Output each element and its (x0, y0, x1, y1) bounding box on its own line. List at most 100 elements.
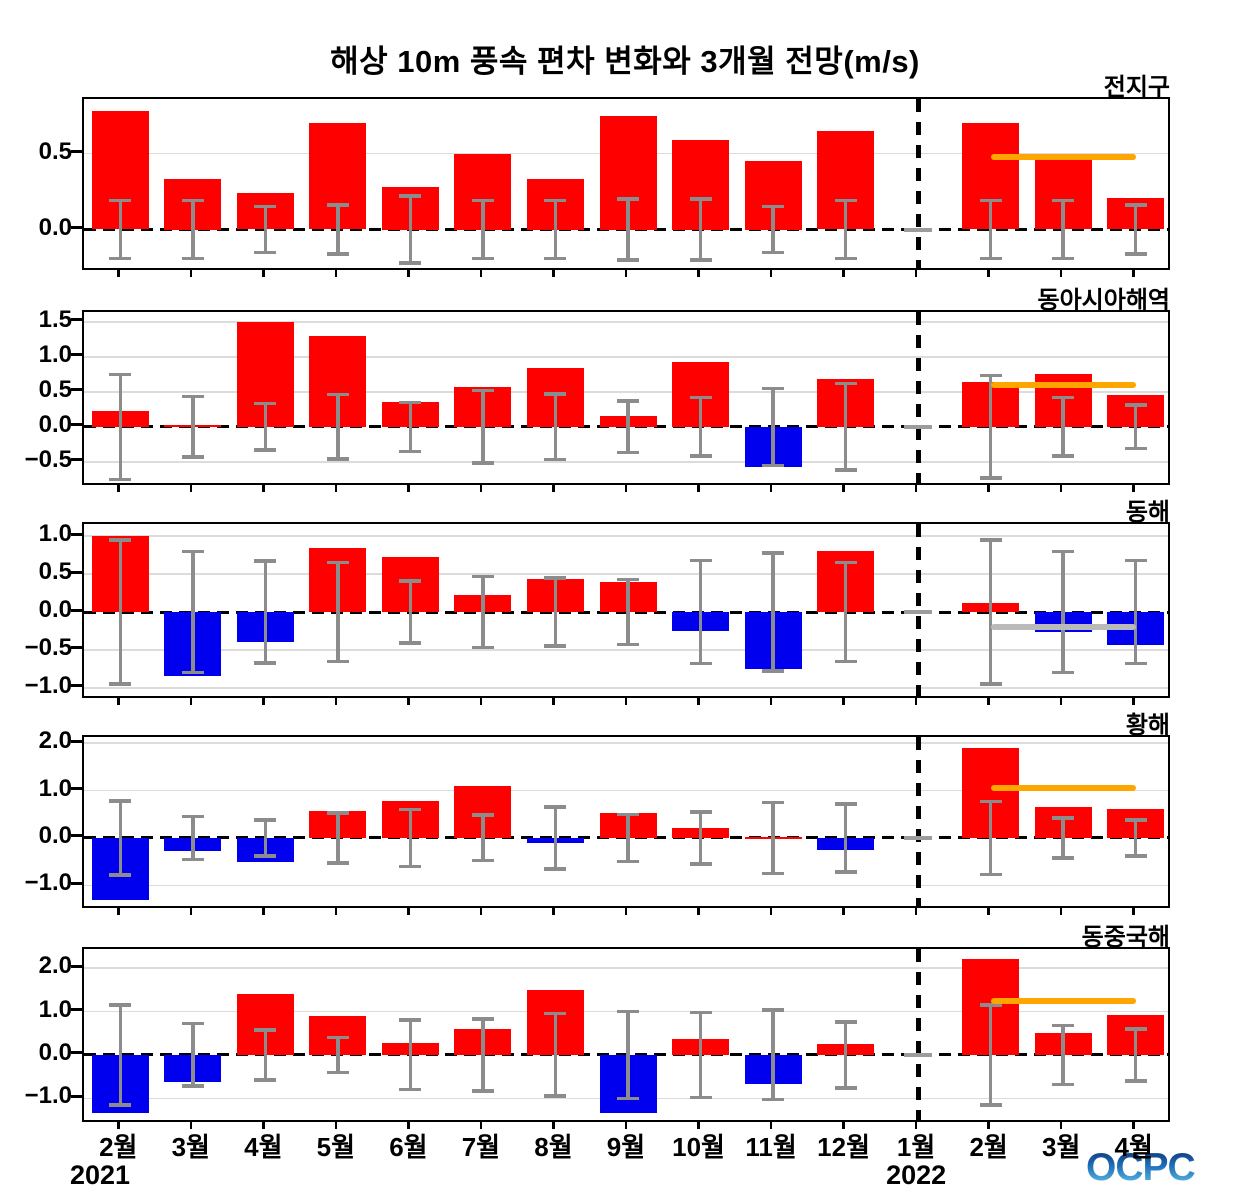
error-bar-cap-bottom (544, 644, 567, 648)
error-bar (843, 383, 848, 471)
error-bar (626, 1011, 630, 1099)
x-tick-mark (117, 485, 120, 492)
x-tick-label-month: 8월 (534, 1132, 573, 1162)
y-tick-label: −0.5 (24, 445, 72, 473)
y-tick-mark (71, 1051, 82, 1055)
error-bar (263, 403, 268, 450)
error-bar-cap-top (109, 198, 132, 203)
x-tick-label-month: 12월 (817, 1132, 871, 1162)
x-tick-mark (769, 270, 773, 277)
x-tick-mark (1132, 485, 1135, 492)
error-bar-cap-bottom (109, 873, 132, 877)
error-bar (336, 812, 340, 864)
x-tick-mark (987, 1122, 990, 1129)
error-bar (1133, 405, 1138, 449)
no-bar-mark-1월 (904, 835, 933, 840)
error-bar-cap-top (254, 818, 277, 822)
error-bar-cap-bottom (1124, 854, 1147, 858)
y-tick-mark (71, 881, 82, 885)
error-bar-cap-top (254, 1028, 277, 1032)
error-bar-cap-bottom (762, 463, 785, 468)
error-bar-cap-bottom (254, 448, 277, 452)
x-tick-mark (842, 270, 845, 277)
error-bar-cap-bottom (326, 457, 349, 461)
error-bar-cap-top (617, 577, 639, 582)
error-bar-cap-bottom (834, 659, 857, 664)
x-tick-mark (407, 1122, 410, 1129)
error-bar-cap-top (1052, 816, 1075, 820)
panel-region-label-east-asia-sea: 동아시아해역 (1037, 287, 1170, 314)
x-tick-mark (1059, 485, 1063, 492)
y-tick-mark (71, 150, 82, 154)
error-bar-cap-top (1124, 818, 1147, 822)
error-bar (408, 1020, 413, 1090)
error-bar-cap-bottom (181, 670, 204, 675)
x-tick-label-month: 6월 (389, 1132, 428, 1162)
error-bar (191, 816, 195, 860)
error-bar-cap-bottom (1052, 256, 1075, 261)
error-bar-cap-bottom (834, 1086, 857, 1090)
x-tick-mark (334, 1122, 338, 1129)
x-tick-mark (624, 908, 628, 915)
error-bar-cap-top (689, 1010, 712, 1015)
error-bar-cap-bottom (399, 449, 422, 454)
panel-global (82, 97, 1170, 270)
x-tick-mark (117, 1122, 120, 1129)
error-bar-cap-bottom (471, 858, 494, 863)
error-bar (336, 562, 340, 662)
y-tick-label: 0.5 (38, 375, 72, 403)
error-bar (553, 393, 558, 460)
gridline (84, 391, 1168, 393)
x-tick-mark (914, 698, 918, 705)
error-bar-cap-top (471, 813, 494, 817)
y-tick-label: 0.0 (38, 410, 72, 438)
error-bar (408, 196, 413, 263)
forecast-divider (915, 737, 921, 906)
gridline (84, 967, 1168, 969)
y-tick-label: 1.5 (38, 305, 72, 333)
error-bar-cap-top (834, 198, 857, 203)
panel-region-label-east-china-sea: 동중국해 (1081, 924, 1170, 951)
x-tick-mark (189, 485, 193, 492)
error-bar-cap-top (1052, 1023, 1075, 1028)
error-bar-cap-bottom (254, 250, 277, 255)
error-bar (553, 200, 558, 259)
y-tick-mark (71, 787, 82, 791)
panel-region-label-global: 전지구 (1103, 74, 1170, 101)
error-bar-cap-bottom (471, 645, 494, 650)
x-tick-mark (987, 698, 990, 705)
x-tick-mark (769, 698, 773, 705)
error-bar-cap-top (689, 558, 712, 563)
x-tick-mark (334, 485, 338, 492)
error-bar (336, 394, 340, 459)
error-bar (118, 200, 123, 259)
gridline (84, 649, 1168, 651)
error-bar-cap-top (762, 386, 785, 391)
error-bar (553, 1013, 558, 1097)
error-bar-cap-bottom (979, 256, 1002, 261)
error-bar-cap-top (1124, 558, 1147, 563)
zero-line (84, 610, 1168, 614)
error-bar-cap-top (109, 538, 132, 542)
error-bar (408, 809, 413, 867)
error-bar-cap-top (109, 372, 132, 377)
y-tick-label: 2.0 (38, 952, 72, 980)
year-label-forecast: 2022 (886, 1160, 947, 1190)
x-tick-mark (914, 485, 918, 492)
zero-line (84, 425, 1168, 429)
x-tick-mark (769, 1122, 773, 1129)
x-tick-mark (407, 698, 410, 705)
y-tick-mark (71, 1008, 82, 1012)
error-bar (336, 205, 340, 254)
x-tick-mark (697, 908, 700, 915)
x-tick-mark (624, 698, 628, 705)
forecast-line-global (990, 153, 1136, 160)
error-bar (191, 396, 195, 457)
error-bar (771, 802, 775, 874)
error-bar-cap-top (979, 538, 1002, 542)
zero-line (84, 228, 1168, 231)
error-bar-cap-bottom (1124, 1079, 1147, 1083)
x-tick-mark (697, 698, 700, 705)
forecast-line-yellow-sea (990, 785, 1136, 792)
error-bar-cap-bottom (109, 682, 132, 686)
